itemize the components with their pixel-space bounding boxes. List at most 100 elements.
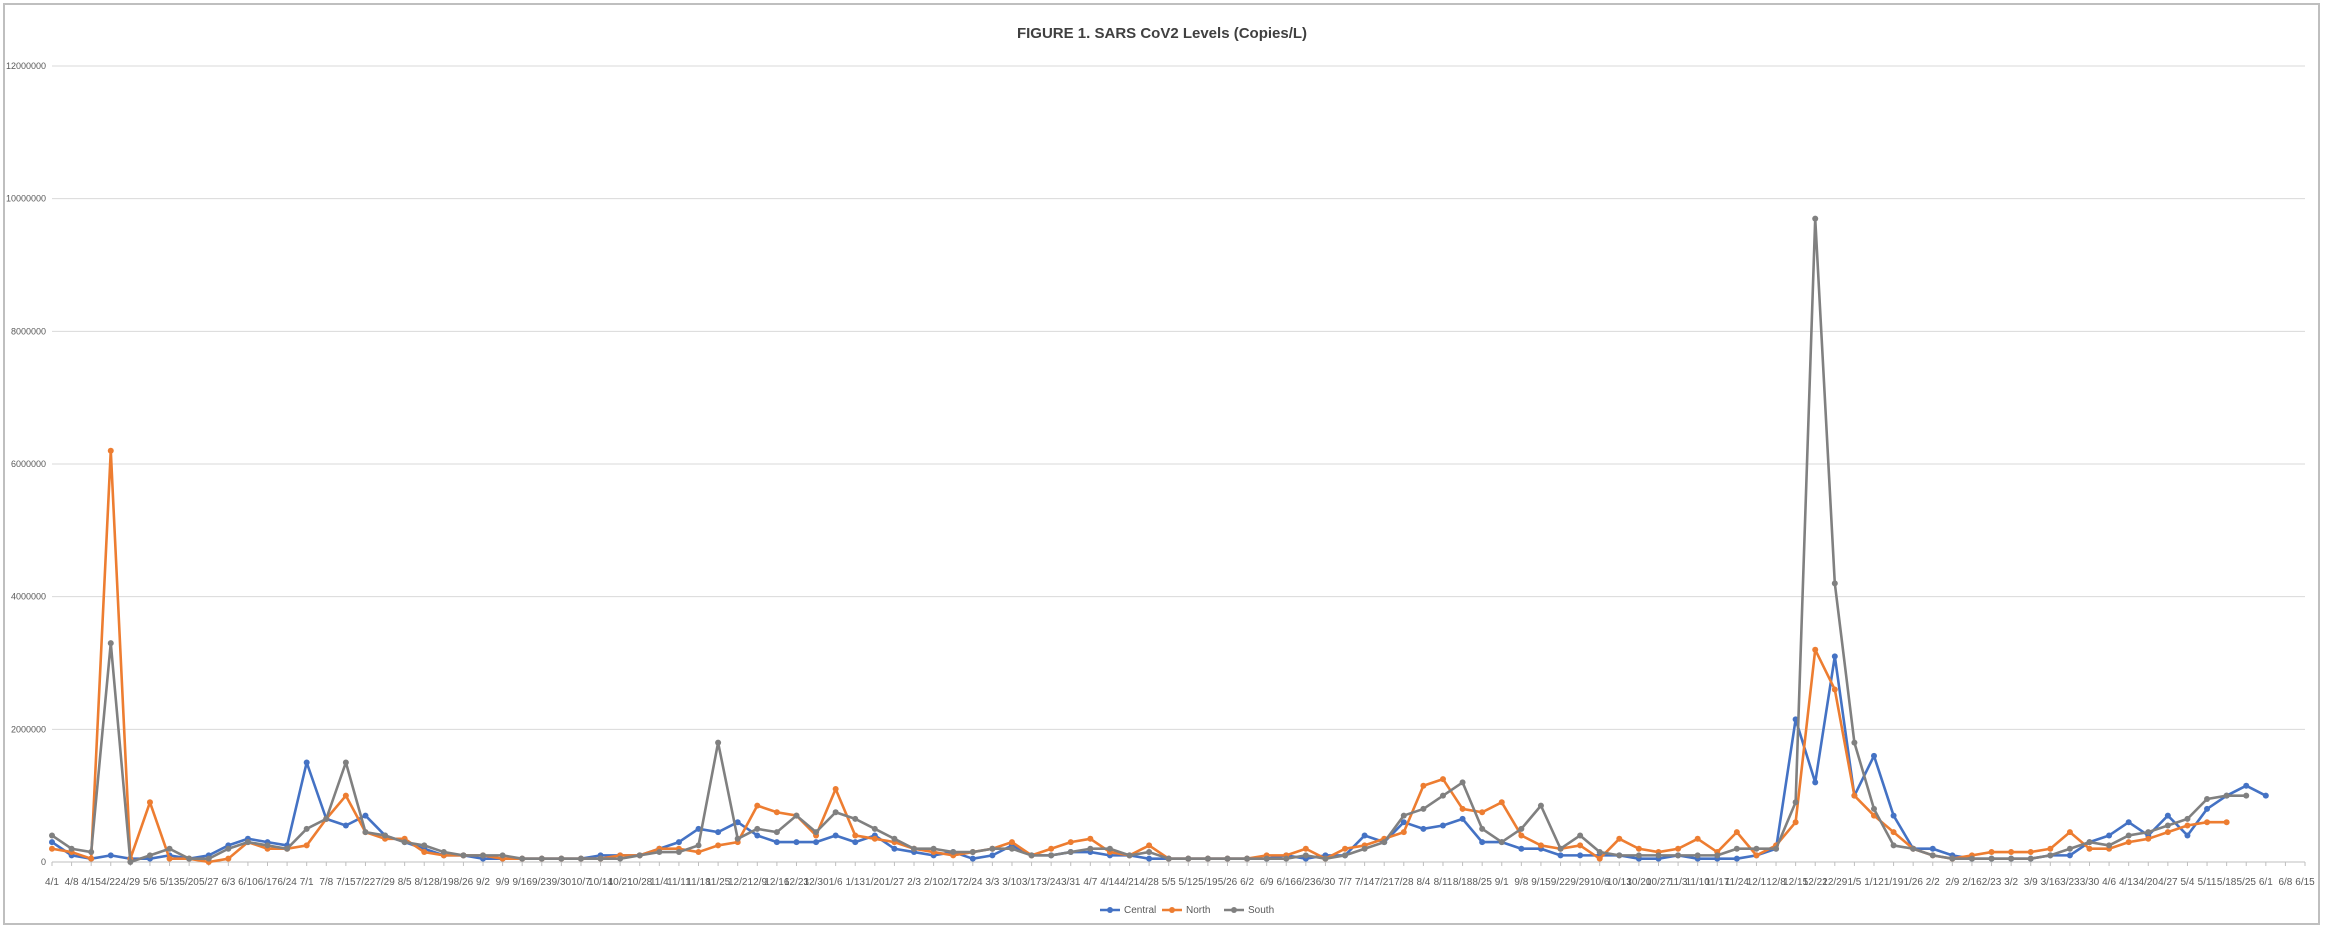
data-point (715, 829, 722, 836)
data-point (1831, 580, 1838, 587)
data-point (1263, 855, 1270, 862)
x-tick-label: 1/26 (1903, 877, 1923, 888)
data-point (1694, 852, 1701, 859)
data-point (1890, 829, 1897, 836)
data-point (519, 855, 526, 862)
data-point (1537, 842, 1544, 849)
y-tick-label: 0 (41, 857, 46, 867)
data-point (911, 845, 918, 852)
data-point (421, 842, 428, 849)
x-tick-label: 9/9 (496, 877, 510, 888)
data-point (1087, 845, 1094, 852)
data-point (1812, 779, 1819, 786)
data-point (2204, 819, 2211, 826)
series-south (49, 215, 2250, 865)
x-tick-label: 6/30 (1316, 877, 1336, 888)
legend-marker (1169, 907, 1175, 913)
x-tick-label: 9/23 (532, 877, 552, 888)
data-point (577, 855, 584, 862)
data-point (1439, 822, 1446, 829)
x-tick-label: 7/7 (1338, 877, 1352, 888)
data-point (793, 812, 800, 819)
x-tick-label: 8/18 (1453, 877, 1473, 888)
x-tick-label: 6/23 (1296, 877, 1316, 888)
x-tick-label: 5/12 (1179, 877, 1199, 888)
x-tick-label: 8/25 (1472, 877, 1492, 888)
x-tick-label: 6/3 (221, 877, 235, 888)
data-point (323, 815, 330, 822)
x-tick-label: 10/20 (1626, 877, 1651, 888)
data-point (1831, 686, 1838, 693)
x-tick-label: 3/16 (2041, 877, 2061, 888)
data-point (773, 839, 780, 846)
data-point (107, 852, 114, 859)
data-point (1733, 845, 1740, 852)
x-tick-label: 4/8 (65, 877, 79, 888)
data-point (225, 845, 232, 852)
data-point (636, 852, 643, 859)
x-tick-label: 9/16 (512, 877, 532, 888)
data-point (1361, 832, 1368, 839)
legend-marker (1107, 907, 1113, 913)
x-tick-label: 6/15 (2295, 877, 2315, 888)
data-point (1459, 779, 1466, 786)
x-tick-label: 4/6 (2102, 877, 2116, 888)
data-point (264, 842, 271, 849)
x-tick-label: 7/14 (1355, 877, 1375, 888)
x-tick-label: 7/28 (1394, 877, 1414, 888)
data-point (1694, 835, 1701, 842)
data-point (715, 739, 722, 746)
data-point (1126, 852, 1133, 859)
data-point (1851, 739, 1858, 746)
data-point (2047, 845, 2054, 852)
x-tick-label: 6/10 (238, 877, 258, 888)
data-point (342, 759, 349, 766)
data-point (2106, 842, 2113, 849)
y-tick-label: 4000000 (11, 592, 46, 602)
data-point (1890, 812, 1897, 819)
x-tick-label: 12/8 (1766, 877, 1786, 888)
data-point (1381, 839, 1388, 846)
data-point (2184, 822, 2191, 829)
data-point (1498, 839, 1505, 846)
data-point (1146, 849, 1153, 856)
x-tick-label: 11/17 (1705, 877, 1730, 888)
data-point (754, 825, 761, 832)
x-tick-label: 5/18 (2217, 877, 2237, 888)
data-point (1635, 852, 1642, 859)
x-tick-label: 7/29 (375, 877, 395, 888)
data-point (1596, 855, 1603, 862)
x-tick-label: 8/26 (454, 877, 474, 888)
data-point (1106, 845, 1113, 852)
data-point (852, 815, 859, 822)
x-tick-label: 9/15 (1531, 877, 1551, 888)
x-tick-label: 2/3 (907, 877, 921, 888)
data-point (675, 839, 682, 846)
data-point (2125, 839, 2132, 846)
data-point (1400, 812, 1407, 819)
x-tick-label: 12/29 (1822, 877, 1847, 888)
data-point (382, 832, 389, 839)
data-point (1812, 646, 1819, 653)
y-axis-ticks: 0 2000000 4000000 6000000 8000000 10000000 120… (6, 61, 46, 867)
x-tick-label: 1/20 (865, 877, 885, 888)
x-tick-label: 8/19 (434, 877, 454, 888)
data-point (695, 825, 702, 832)
data-point (1851, 792, 1858, 799)
data-point (127, 859, 134, 865)
x-tick-label: 9/30 (552, 877, 572, 888)
data-point (2066, 852, 2073, 859)
data-point (1949, 855, 1956, 862)
data-point (2164, 822, 2171, 829)
legend-label: North (1186, 905, 1210, 916)
data-point (1537, 802, 1544, 809)
x-tick-label: 11/24 (1725, 877, 1750, 888)
data-point (1302, 852, 1309, 859)
data-point (342, 792, 349, 799)
data-point (675, 849, 682, 856)
data-point (1204, 855, 1211, 862)
x-tick-label: 3/3 (985, 877, 999, 888)
data-point (1616, 852, 1623, 859)
data-point (1283, 855, 1290, 862)
